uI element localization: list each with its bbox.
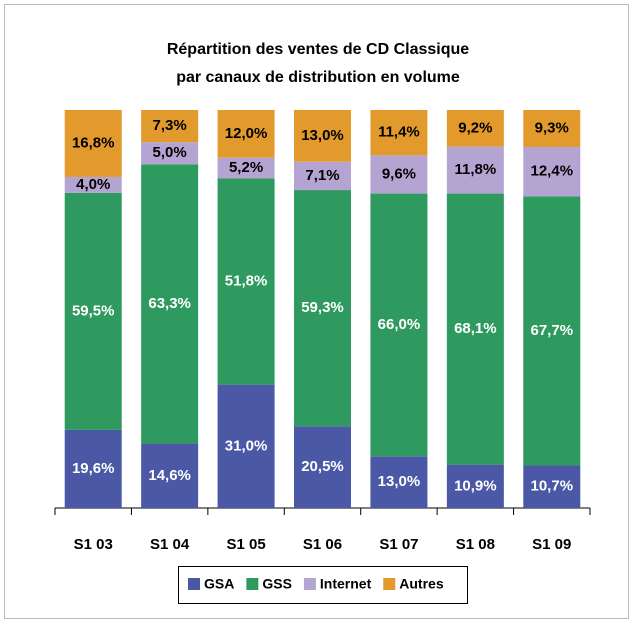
legend-box [178, 566, 468, 604]
legend-swatch [246, 578, 259, 590]
bar-segment [523, 465, 581, 508]
legend-swatch [188, 578, 200, 590]
bar-segment [523, 196, 581, 466]
chart-title: par canaux de distribution en volume [176, 69, 460, 86]
bar-segment [217, 157, 275, 179]
x-tick-label: S1 05 [226, 536, 265, 553]
data-label: 16,8% [72, 134, 115, 151]
data-label: 14,6% [148, 467, 191, 484]
bar-segment [64, 192, 122, 430]
legend-label: Internet [320, 576, 372, 592]
data-label: 20,5% [301, 458, 344, 475]
data-label: 66,0% [378, 316, 421, 333]
x-tick-label: S1 03 [74, 536, 113, 553]
data-label: 19,6% [72, 460, 115, 477]
bar-segment [141, 443, 199, 508]
bar-segment [446, 193, 504, 465]
data-label: 4,0% [76, 176, 110, 193]
data-label: 7,3% [153, 117, 187, 134]
data-label: 13,0% [378, 473, 421, 490]
x-tick-label: S1 07 [379, 536, 418, 553]
data-label: 11,4% [378, 124, 420, 141]
legend-label: GSS [262, 576, 292, 592]
x-tick-label: S1 08 [456, 536, 495, 553]
bar-segment [294, 110, 351, 162]
data-label: 12,4% [531, 163, 574, 180]
bar-segment [446, 110, 504, 147]
bar-segment [370, 456, 428, 508]
bar-segment [523, 110, 581, 147]
bar-segment [141, 164, 199, 444]
data-label: 7,1% [305, 167, 339, 184]
data-label: 10,9% [454, 477, 497, 494]
data-label: 63,3% [148, 295, 191, 312]
bar-segment [217, 384, 275, 508]
bar-segment [523, 146, 581, 197]
data-label: 11,8% [454, 161, 496, 178]
bar-segment [294, 426, 351, 508]
bar-segment [370, 155, 428, 194]
bar-segment [294, 190, 351, 427]
bar-segment [141, 110, 199, 143]
data-label: 9,3% [535, 119, 569, 136]
data-label: 13,0% [301, 127, 344, 144]
data-label: 12,0% [225, 125, 268, 142]
bar-segment [64, 110, 122, 177]
data-label: 9,2% [458, 119, 492, 136]
bar-segment [217, 110, 275, 158]
chart-title: Répartition des ventes de CD Classique [167, 41, 469, 58]
legend-label: Autres [399, 576, 444, 592]
data-label: 59,3% [301, 299, 344, 316]
bar-segment [64, 176, 122, 193]
bar-segment [217, 178, 275, 385]
bar-segment [294, 161, 351, 191]
legend-label: GSA [204, 576, 234, 592]
data-label: 68,1% [454, 320, 497, 337]
x-tick-label: S1 06 [303, 536, 342, 553]
data-label: 51,8% [225, 273, 268, 290]
data-label: 31,0% [225, 437, 268, 454]
bar-segment [446, 146, 504, 194]
bar-segment [141, 142, 199, 165]
bar-segment [370, 110, 428, 156]
data-label: 5,2% [229, 159, 263, 176]
data-label: 59,5% [72, 302, 115, 319]
data-label: 9,6% [382, 165, 416, 182]
legend-swatch [383, 578, 396, 590]
x-tick-label: S1 09 [532, 536, 571, 553]
x-tick-label: S1 04 [150, 536, 190, 553]
bar-segment [370, 193, 428, 457]
data-label: 5,0% [153, 144, 187, 161]
bar-segment [64, 429, 122, 508]
bar-segment [446, 464, 504, 508]
data-label: 67,7% [531, 322, 574, 339]
data-label: 10,7% [531, 478, 574, 495]
legend-swatch [303, 578, 316, 590]
